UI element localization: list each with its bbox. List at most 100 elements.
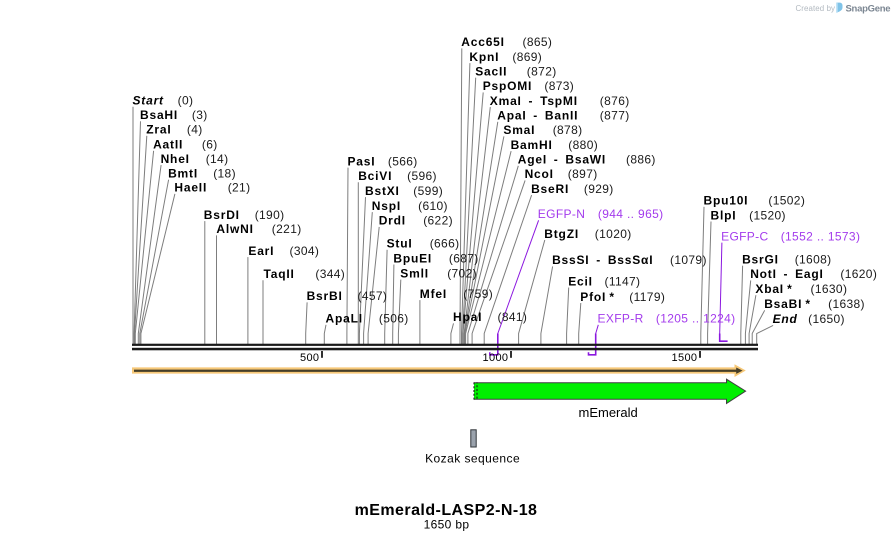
svg-text:(596): (596) — [407, 169, 437, 183]
svg-text:NheI: NheI — [161, 152, 190, 166]
svg-text:BpuEI: BpuEI — [393, 251, 432, 265]
svg-text:MfeI: MfeI — [420, 287, 447, 301]
svg-text:mEmerald: mEmerald — [579, 405, 638, 420]
svg-text:(1650): (1650) — [808, 312, 845, 326]
svg-text:BmtI: BmtI — [168, 167, 198, 181]
svg-text:ApaLI: ApaLI — [326, 312, 363, 326]
svg-text:Created by: Created by — [796, 4, 836, 13]
svg-text:(21): (21) — [228, 181, 251, 195]
svg-text:(1520): (1520) — [749, 208, 786, 222]
svg-text:500: 500 — [300, 352, 319, 364]
svg-text:(876): (876) — [600, 94, 630, 108]
svg-text:SmlI: SmlI — [400, 266, 429, 280]
svg-text:PfoI *: PfoI * — [580, 290, 615, 304]
svg-text:BsrDI: BsrDI — [204, 208, 240, 222]
svg-text:SnapGene: SnapGene — [846, 4, 891, 15]
svg-text:SacII: SacII — [475, 65, 507, 79]
svg-text:(929): (929) — [584, 182, 614, 196]
svg-text:(221): (221) — [272, 222, 302, 236]
svg-text:(622): (622) — [423, 214, 453, 228]
svg-text:Acc65I: Acc65I — [461, 35, 505, 49]
svg-text:(1179): (1179) — [629, 290, 665, 304]
svg-text:(1638): (1638) — [828, 297, 865, 311]
svg-text:(897): (897) — [568, 167, 598, 181]
svg-text:Bpu10I: Bpu10I — [704, 194, 749, 208]
svg-text:NcoI: NcoI — [525, 167, 554, 181]
svg-text:(18): (18) — [213, 167, 236, 181]
svg-text:(1147): (1147) — [605, 274, 641, 288]
svg-text:(944 .. 965): (944 .. 965) — [598, 207, 664, 221]
svg-text:(506): (506) — [379, 312, 409, 326]
svg-text:XmaI - TspMI: XmaI - TspMI — [490, 94, 578, 108]
svg-text:(1552 .. 1573): (1552 .. 1573) — [781, 229, 861, 243]
svg-text:(702): (702) — [447, 266, 477, 280]
svg-text:SmaI: SmaI — [503, 123, 535, 137]
svg-text:AlwNI: AlwNI — [216, 222, 253, 236]
svg-text:(1020): (1020) — [595, 227, 632, 241]
svg-text:BsaHI: BsaHI — [140, 108, 178, 122]
svg-text:PspOMI: PspOMI — [483, 79, 532, 93]
svg-text:BlpI: BlpI — [711, 208, 737, 222]
svg-text:1000: 1000 — [483, 352, 509, 364]
svg-text:TaqII: TaqII — [264, 267, 295, 281]
svg-text:(344): (344) — [315, 267, 345, 281]
svg-text:HaeII: HaeII — [174, 181, 207, 195]
svg-text:(599): (599) — [413, 184, 443, 198]
svg-text:AgeI - BsaWI: AgeI - BsaWI — [518, 153, 606, 167]
svg-text:EGFP-N: EGFP-N — [538, 207, 585, 221]
svg-text:BstXI: BstXI — [365, 184, 400, 198]
svg-text:(304): (304) — [290, 244, 320, 258]
svg-text:(6): (6) — [202, 138, 218, 152]
svg-text:(1608): (1608) — [795, 253, 832, 267]
svg-text:(687): (687) — [449, 251, 479, 265]
svg-text:End: End — [773, 312, 798, 326]
svg-text:(841): (841) — [498, 310, 528, 324]
svg-text:BssSI - BssSαI: BssSI - BssSαI — [552, 253, 653, 267]
svg-text:(610): (610) — [418, 199, 448, 213]
svg-text:1500: 1500 — [672, 352, 698, 364]
svg-text:StuI: StuI — [387, 237, 413, 251]
svg-text:NspI: NspI — [372, 199, 401, 213]
svg-text:BsrGI: BsrGI — [742, 253, 779, 267]
svg-text:(1079): (1079) — [670, 253, 707, 267]
svg-text:(3): (3) — [192, 108, 208, 122]
svg-text:mEmerald-LASP2-N-18: mEmerald-LASP2-N-18 — [355, 502, 538, 519]
svg-text:BciVI: BciVI — [358, 169, 392, 183]
svg-text:PasI: PasI — [348, 154, 376, 168]
svg-text:(880): (880) — [568, 138, 598, 152]
svg-text:EXFP-R: EXFP-R — [598, 312, 644, 326]
svg-text:(869): (869) — [512, 50, 542, 64]
svg-text:Start: Start — [133, 94, 165, 108]
svg-text:EciI: EciI — [568, 274, 593, 288]
svg-text:XbaI *: XbaI * — [755, 282, 792, 296]
svg-text:EGFP-C: EGFP-C — [721, 229, 768, 243]
svg-text:(457): (457) — [358, 289, 388, 303]
svg-text:(14): (14) — [206, 152, 229, 166]
svg-text:(0): (0) — [178, 94, 194, 108]
svg-text:HpaI: HpaI — [453, 310, 482, 324]
svg-text:(877): (877) — [600, 109, 630, 123]
svg-text:ApaI - BanII: ApaI - BanII — [497, 109, 578, 123]
svg-text:(1620): (1620) — [840, 267, 877, 281]
svg-text:BsrBI: BsrBI — [307, 289, 343, 303]
svg-text:BtgZI: BtgZI — [544, 227, 579, 241]
svg-text:(1205 .. 1224): (1205 .. 1224) — [656, 312, 736, 326]
svg-text:(1502): (1502) — [768, 194, 805, 208]
svg-text:(566): (566) — [388, 154, 418, 168]
svg-text:(886): (886) — [626, 153, 656, 167]
svg-text:BamHI: BamHI — [511, 138, 553, 152]
svg-text:BseRI: BseRI — [531, 182, 569, 196]
svg-text:ZraI: ZraI — [146, 123, 171, 137]
svg-text:(759): (759) — [463, 287, 493, 301]
svg-text:(666): (666) — [430, 237, 460, 251]
svg-text:NotI - EagI: NotI - EagI — [750, 267, 823, 281]
svg-text:(878): (878) — [553, 123, 583, 137]
svg-text:Kozak sequence: Kozak sequence — [425, 452, 520, 466]
svg-text:1650 bp: 1650 bp — [424, 518, 470, 532]
svg-text:KpnI: KpnI — [469, 50, 499, 64]
svg-text:(1630): (1630) — [811, 282, 848, 296]
svg-text:DrdI: DrdI — [379, 214, 406, 228]
svg-text:BsaBI *: BsaBI * — [764, 297, 811, 311]
svg-text:(873): (873) — [544, 79, 574, 93]
svg-text:EarI: EarI — [248, 244, 274, 258]
